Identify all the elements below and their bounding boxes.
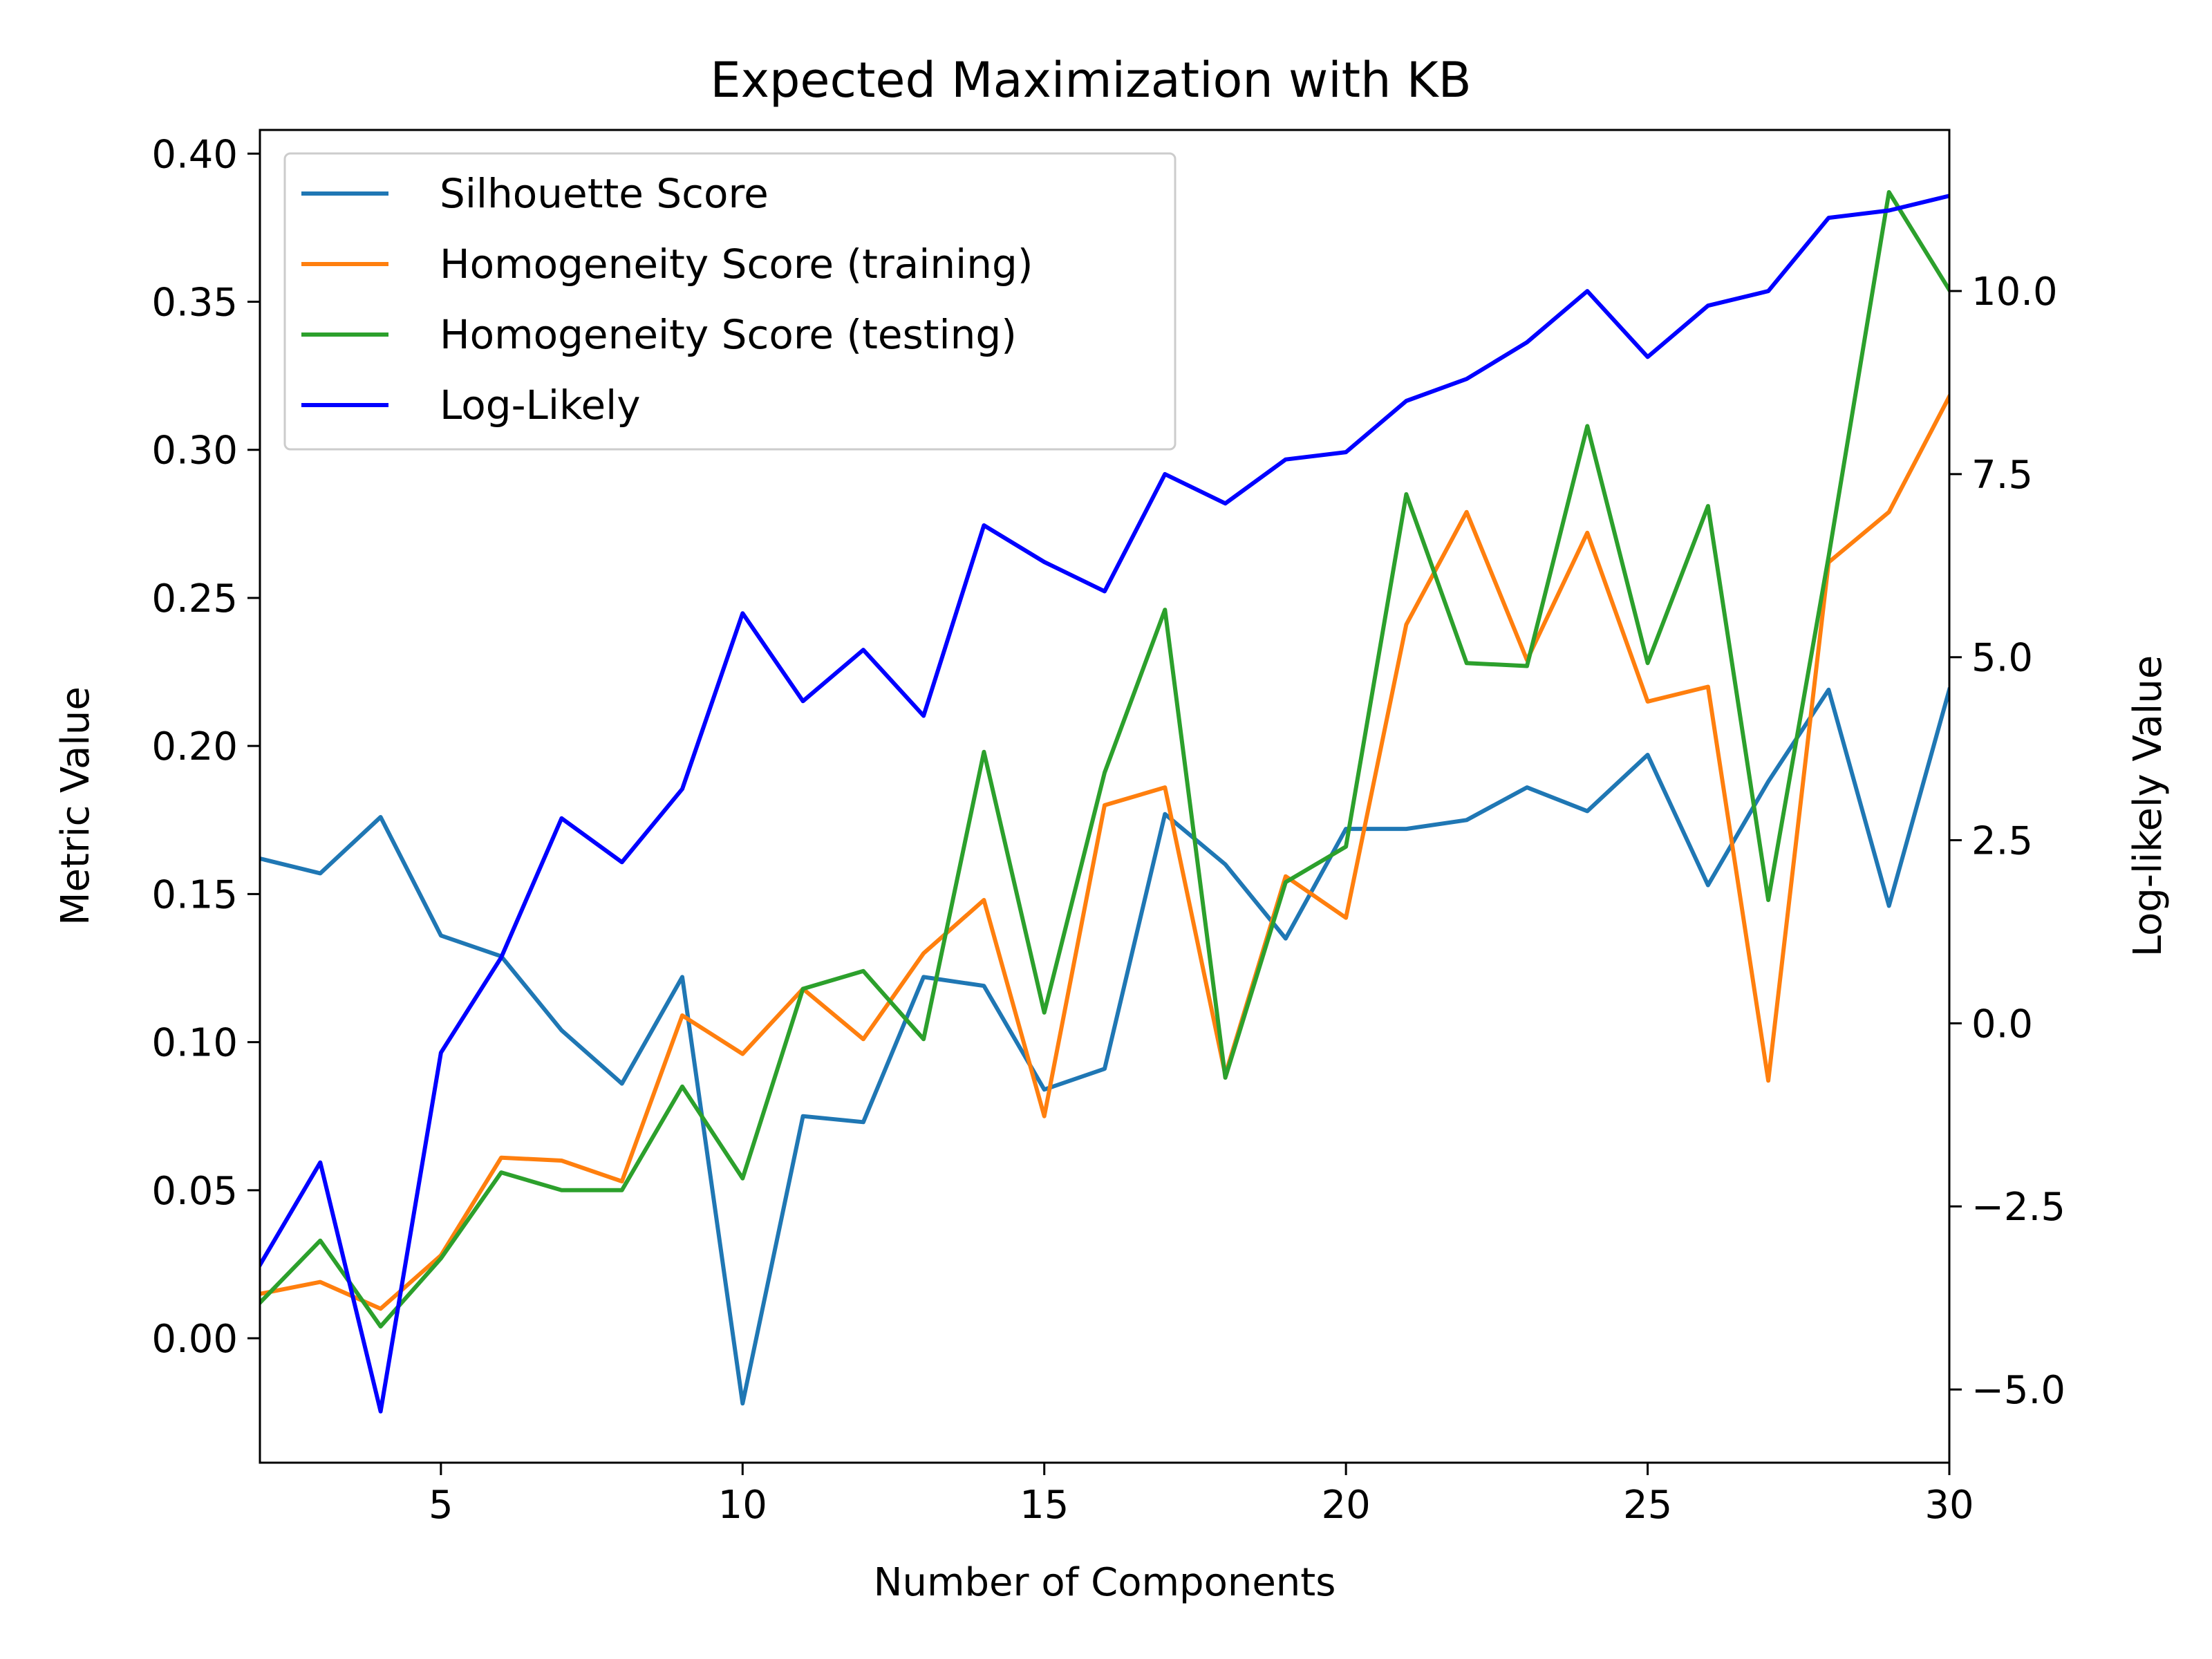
y2-tick-label: −2.5 xyxy=(1971,1185,2065,1230)
y2-tick-label: 5.0 xyxy=(1971,636,2033,681)
y2-tick-label: 10.0 xyxy=(1971,270,2058,315)
y2-tick-label: 2.5 xyxy=(1971,819,2033,864)
series-layer xyxy=(260,190,1949,1414)
y-tick-label: 0.40 xyxy=(151,132,238,177)
series-line-1 xyxy=(260,687,1949,1406)
series-line-4 xyxy=(260,194,1949,1414)
y-tick-label: 0.35 xyxy=(151,280,238,325)
x-tick-label: 25 xyxy=(1623,1483,1672,1528)
legend-entry: Homogeneity Score (testing) xyxy=(440,311,1017,358)
y-axis-label: Metric Value xyxy=(53,686,98,926)
series-line-2 xyxy=(260,393,1949,1311)
y-axis-right: −5.0 −2.5 0.0 2.5 5.0 7.5 10.0 xyxy=(1949,270,2065,1413)
x-tick-label: 30 xyxy=(1924,1483,1974,1528)
legend-box xyxy=(283,152,1177,451)
y-tick-label: 0.00 xyxy=(151,1317,238,1362)
x-axis: 5 10 15 20 25 30 xyxy=(429,1463,1974,1528)
y-tick-label: 0.25 xyxy=(151,577,238,621)
y-tick-label: 0.05 xyxy=(151,1169,238,1214)
x-tick-label: 10 xyxy=(718,1483,767,1528)
legend-entry: Silhouette Score xyxy=(440,170,769,217)
y-axis-left: 0.00 0.05 0.10 0.15 0.20 0.25 0.30 0.35 0.40 xyxy=(151,132,260,1362)
legend: Silhouette Score Homogeneity Score (train… xyxy=(283,152,1177,451)
y2-tick-label: 0.0 xyxy=(1971,1002,2033,1047)
series-line-3 xyxy=(260,190,1949,1329)
x-tick-label: 15 xyxy=(1020,1483,1069,1528)
plot-frame xyxy=(259,129,1951,1464)
y2-tick-label: −5.0 xyxy=(1971,1368,2065,1413)
x-axis-label: Number of Components xyxy=(874,1560,1336,1605)
y2-tick-label: 7.5 xyxy=(1971,453,2033,498)
y-tick-label: 0.10 xyxy=(151,1021,238,1066)
y-tick-label: 0.30 xyxy=(151,429,238,474)
y-tick-label: 0.20 xyxy=(151,724,238,769)
chart-title: Expected Maximization with KB xyxy=(710,52,1471,109)
y-tick-label: 0.15 xyxy=(151,872,238,917)
legend-entry: Homogeneity Score (training) xyxy=(440,241,1033,288)
legend-entry: Log-Likely xyxy=(440,382,641,429)
y2-axis-label: Log-likely Value xyxy=(2126,655,2171,957)
x-tick-label: 5 xyxy=(429,1483,453,1528)
x-tick-label: 20 xyxy=(1322,1483,1371,1528)
